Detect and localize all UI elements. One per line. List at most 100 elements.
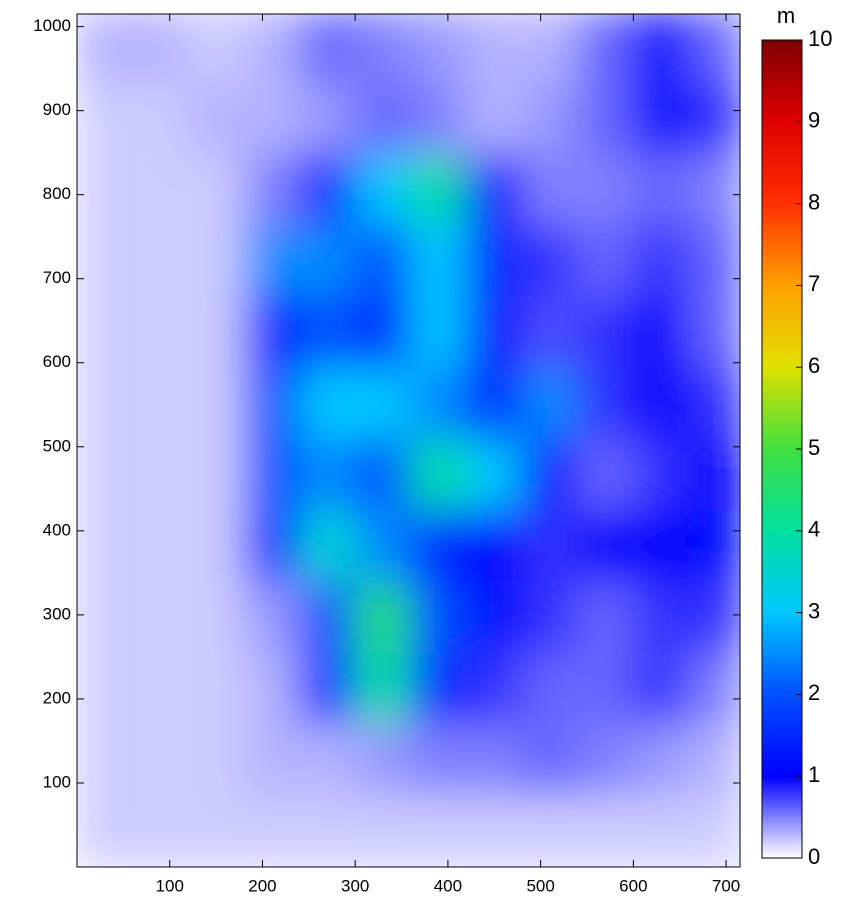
heat-cell xyxy=(632,366,690,439)
heat-cell xyxy=(465,723,523,797)
heat-cell xyxy=(187,14,245,82)
heat-cell xyxy=(521,509,579,582)
heat-cell xyxy=(187,652,245,725)
colorbar-tick-label: 5 xyxy=(808,435,820,460)
heat-cell xyxy=(243,80,301,154)
heat-cell xyxy=(77,366,134,439)
heat-cell xyxy=(299,80,356,154)
heat-cell xyxy=(465,366,523,439)
colorbar-tick-label: 3 xyxy=(808,598,820,623)
heat-cell xyxy=(354,437,412,511)
heat-cell xyxy=(354,652,412,725)
heat-cell xyxy=(632,14,690,82)
heat-cell xyxy=(632,723,690,797)
heat-cell xyxy=(577,152,634,225)
heat-cell xyxy=(243,152,301,225)
heat-cell xyxy=(577,795,634,867)
heat-cell xyxy=(688,295,740,368)
heatmap-area xyxy=(77,14,740,867)
heat-cell xyxy=(187,437,245,511)
heat-cell xyxy=(465,652,523,725)
colorbar-tick-label: 10 xyxy=(808,26,832,51)
heat-cell xyxy=(243,223,301,297)
heat-cell xyxy=(299,509,356,582)
colorbar-tick-label: 7 xyxy=(808,271,820,296)
heat-cell xyxy=(465,14,523,82)
heat-cell xyxy=(688,14,740,82)
heat-cell xyxy=(243,437,301,511)
heat-cell xyxy=(132,509,189,582)
y-tick-label: 600 xyxy=(43,352,71,371)
heat-cell xyxy=(521,437,579,511)
heat-cell xyxy=(688,366,740,439)
heat-cell xyxy=(632,295,690,368)
heat-cell xyxy=(577,723,634,797)
heat-cell xyxy=(243,580,301,654)
x-tick-label: 700 xyxy=(712,876,740,895)
colorbar-tick-label: 0 xyxy=(808,844,820,869)
heat-cell xyxy=(688,580,740,654)
heat-cell xyxy=(410,580,467,654)
heat-cell xyxy=(243,652,301,725)
heat-cell xyxy=(632,223,690,297)
heat-cell xyxy=(688,152,740,225)
heat-cell xyxy=(132,652,189,725)
heat-cell xyxy=(77,14,134,82)
colorbar-tick-label: 2 xyxy=(808,680,820,705)
heat-cell xyxy=(465,795,523,867)
heat-cell xyxy=(688,80,740,154)
heat-cell xyxy=(299,652,356,725)
heat-cell xyxy=(299,795,356,867)
y-tick-label: 200 xyxy=(43,688,71,707)
heat-cell xyxy=(521,795,579,867)
heat-cell xyxy=(577,80,634,154)
heat-cell xyxy=(243,366,301,439)
heat-cell xyxy=(632,437,690,511)
heat-cell xyxy=(354,80,412,154)
y-tick-label: 900 xyxy=(43,100,71,119)
colorbar-tick-label: 4 xyxy=(808,517,820,542)
heat-cell xyxy=(132,152,189,225)
heat-cell xyxy=(577,366,634,439)
heat-cell xyxy=(465,437,523,511)
heat-cell xyxy=(688,509,740,582)
heat-cell xyxy=(243,795,301,867)
heat-cell xyxy=(577,223,634,297)
heat-cell xyxy=(187,152,245,225)
heat-cell xyxy=(410,437,467,511)
heat-cell xyxy=(632,580,690,654)
x-tick-label: 500 xyxy=(526,876,554,895)
heat-cell xyxy=(187,723,245,797)
heat-cell xyxy=(688,223,740,297)
x-tick-label: 100 xyxy=(156,876,184,895)
x-tick-label: 600 xyxy=(619,876,647,895)
heatmap-cells xyxy=(77,14,740,867)
heat-cell xyxy=(410,14,467,82)
heat-cell xyxy=(521,366,579,439)
y-tick-label: 400 xyxy=(43,520,71,539)
heat-cell xyxy=(688,723,740,797)
heat-cell xyxy=(632,509,690,582)
heat-cell xyxy=(410,80,467,154)
colorbar-tick-label: 8 xyxy=(808,189,820,214)
plot-frame xyxy=(76,13,741,868)
x-tick-label: 400 xyxy=(434,876,462,895)
heat-cell xyxy=(77,580,134,654)
heat-cell xyxy=(187,366,245,439)
heat-cell xyxy=(632,652,690,725)
heat-cell xyxy=(577,580,634,654)
heat-cell xyxy=(465,580,523,654)
heat-cell xyxy=(299,580,356,654)
heat-cell xyxy=(187,509,245,582)
heat-cell xyxy=(410,723,467,797)
colorbar-tick-label: 9 xyxy=(808,108,820,133)
heat-cell xyxy=(521,652,579,725)
heat-cell xyxy=(688,652,740,725)
heat-cell xyxy=(410,509,467,582)
heat-cell xyxy=(577,295,634,368)
heat-cell xyxy=(77,723,134,797)
heat-cell xyxy=(77,223,134,297)
heat-cell xyxy=(132,795,189,867)
heat-cell xyxy=(187,80,245,154)
